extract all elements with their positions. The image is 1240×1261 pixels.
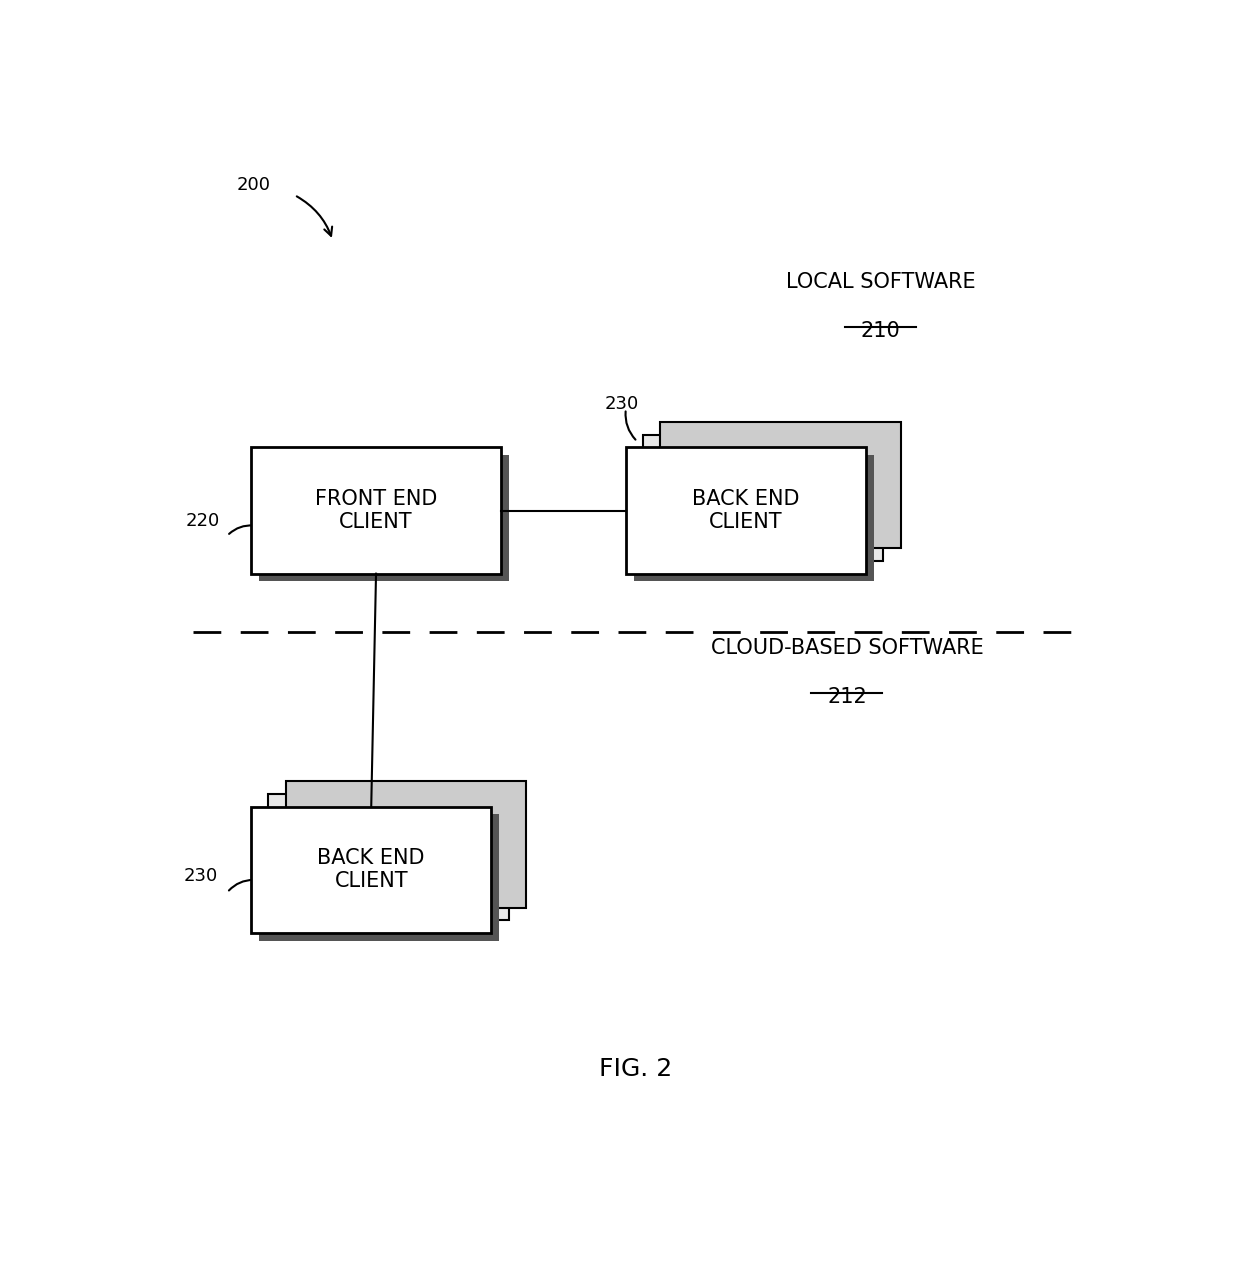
Bar xyxy=(661,422,900,549)
Text: 212: 212 xyxy=(827,687,867,707)
Bar xyxy=(259,455,508,581)
Text: LOCAL SOFTWARE: LOCAL SOFTWARE xyxy=(786,272,976,293)
Text: 200: 200 xyxy=(237,177,270,194)
Text: 230: 230 xyxy=(605,395,639,412)
Text: 220: 220 xyxy=(186,512,219,530)
Bar xyxy=(259,815,498,941)
Bar xyxy=(634,455,874,581)
Bar xyxy=(250,807,491,933)
Text: BACK END
CLIENT: BACK END CLIENT xyxy=(317,849,425,892)
Text: 210: 210 xyxy=(861,322,900,342)
Bar xyxy=(644,435,883,561)
Bar xyxy=(268,794,508,921)
Bar xyxy=(626,448,866,574)
Bar xyxy=(285,782,526,908)
Bar xyxy=(250,448,501,574)
Text: CLOUD-BASED SOFTWARE: CLOUD-BASED SOFTWARE xyxy=(711,638,983,658)
Text: 230: 230 xyxy=(184,868,218,885)
Text: FIG. 2: FIG. 2 xyxy=(599,1057,672,1081)
Text: FRONT END
CLIENT: FRONT END CLIENT xyxy=(315,489,438,532)
Text: BACK END
CLIENT: BACK END CLIENT xyxy=(692,489,800,532)
